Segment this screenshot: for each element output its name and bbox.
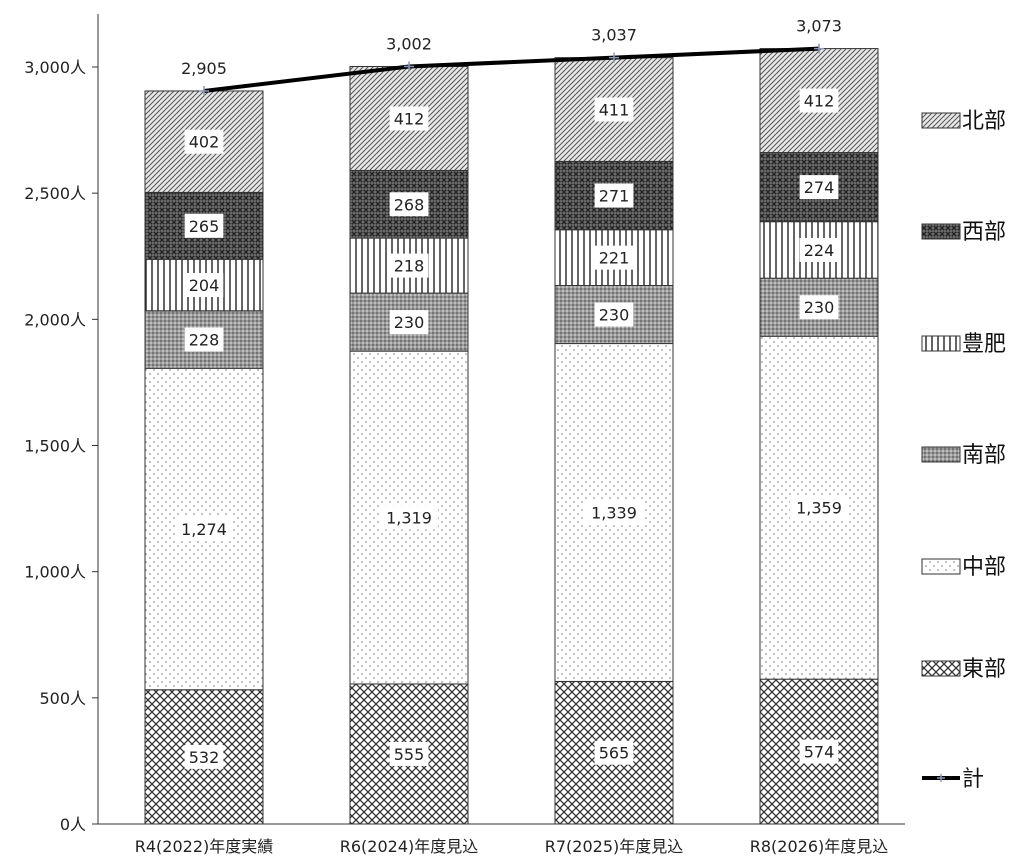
segment-label-bg bbox=[585, 500, 643, 525]
y-tick-label: 2,000人 bbox=[24, 310, 86, 329]
segment-label: 1,274 bbox=[181, 520, 227, 539]
bar-segment-5 bbox=[144, 191, 264, 260]
legend-swatch bbox=[921, 112, 961, 129]
segment-label: 228 bbox=[189, 331, 220, 350]
legend-entry-label: 計 bbox=[962, 767, 984, 792]
total-line: 2,905 3,002 3,037 3,073 bbox=[181, 17, 842, 96]
segment-label-bg bbox=[594, 740, 634, 765]
total-point-marker bbox=[404, 61, 414, 72]
legend-swatch bbox=[921, 660, 961, 677]
segment-label: 218 bbox=[394, 257, 425, 276]
segment-label-bg bbox=[594, 97, 634, 122]
y-tick-label: 1,000人 bbox=[24, 563, 86, 582]
segment-label-bg bbox=[184, 129, 224, 154]
segment-label: 230 bbox=[804, 298, 835, 317]
segment-label: 271 bbox=[599, 187, 630, 206]
segment-label-bg bbox=[594, 302, 634, 327]
segment-label-bg bbox=[389, 106, 429, 131]
segment-label: 268 bbox=[394, 195, 425, 214]
segment-label-bg bbox=[184, 273, 224, 298]
x-category-label: R8(2026)年度見込 bbox=[750, 837, 889, 856]
total-value-label: 3,002 bbox=[386, 34, 432, 53]
y-tick-label: 0人 bbox=[60, 815, 86, 834]
segment-label-bg bbox=[380, 505, 438, 530]
segment-label: 224 bbox=[804, 241, 835, 260]
segment-label: 402 bbox=[189, 133, 220, 152]
segment-label: 265 bbox=[189, 217, 220, 236]
y-axis-ticks: 0人 500人 1,000人 1,500人 2,000人 2,500人 3,000人 bbox=[24, 58, 98, 834]
legend-swatch bbox=[921, 223, 961, 240]
segment-label: 1,339 bbox=[591, 503, 637, 522]
segment-label-bg bbox=[184, 327, 224, 352]
legend-entry-label: 南部 bbox=[962, 443, 1006, 468]
segment-label-bg bbox=[799, 739, 839, 764]
segment-label-bg bbox=[790, 495, 848, 520]
segment-label: 411 bbox=[599, 101, 630, 120]
total-value-label: 2,905 bbox=[181, 59, 227, 78]
total-point-marker bbox=[199, 85, 209, 96]
legend-swatch bbox=[921, 446, 961, 463]
segment-label-bg bbox=[389, 253, 429, 278]
x-category-label: R4(2022)年度実績 bbox=[135, 837, 274, 856]
bar-segment-1 bbox=[144, 689, 264, 825]
y-tick-label: 1,500人 bbox=[24, 437, 86, 456]
segment-label-bg bbox=[175, 517, 233, 542]
legend-entry-label: 中部 bbox=[962, 555, 1006, 580]
total-point-marker bbox=[814, 43, 824, 54]
segment-label-bg bbox=[594, 245, 634, 270]
segment-label-bg bbox=[184, 744, 224, 769]
segment-label-bg bbox=[389, 310, 429, 335]
segment-label: 1,319 bbox=[386, 509, 432, 528]
segment-label: 221 bbox=[599, 249, 630, 268]
segment-label: 555 bbox=[394, 745, 425, 764]
x-category-label: R6(2024)年度見込 bbox=[340, 837, 479, 856]
bar-segments bbox=[144, 48, 879, 825]
segment-label: 230 bbox=[394, 313, 425, 332]
segment-label: 532 bbox=[189, 748, 220, 767]
segment-label-bg bbox=[799, 295, 839, 320]
total-point-marker bbox=[609, 52, 619, 63]
y-tick-label: 2,500人 bbox=[24, 184, 86, 203]
segment-label-bg bbox=[799, 175, 839, 200]
segment-label-bg bbox=[389, 192, 429, 217]
total-value-label: 3,037 bbox=[591, 26, 637, 45]
segment-label-bg bbox=[389, 741, 429, 766]
legend-marker-total bbox=[937, 774, 945, 782]
total-value-label: 3,073 bbox=[796, 17, 842, 36]
y-tick-label: 3,000人 bbox=[24, 58, 86, 77]
legend-entry-label: 豊肥 bbox=[962, 332, 1006, 357]
segment-label-bg bbox=[799, 88, 839, 113]
legend-entry-label: 北部 bbox=[962, 109, 1006, 134]
legend-entry-label: 東部 bbox=[962, 657, 1006, 682]
legend-swatch bbox=[921, 335, 961, 352]
y-tick-label: 500人 bbox=[39, 689, 86, 708]
segment-label: 412 bbox=[394, 109, 425, 128]
legend-entry-label: 西部 bbox=[962, 220, 1006, 245]
segment-label: 230 bbox=[599, 306, 630, 325]
segment-label-bg bbox=[184, 213, 224, 238]
segment-label: 1,359 bbox=[796, 499, 842, 518]
total-series-line bbox=[203, 46, 820, 93]
category-labels: R4(2022)年度実績 R6(2024)年度見込 R7(2025)年度見込 R8(2… bbox=[135, 837, 889, 856]
segment-label-bg bbox=[799, 237, 839, 262]
segment-label: 274 bbox=[804, 178, 835, 197]
x-category-label: R7(2025)年度見込 bbox=[545, 837, 684, 856]
segment-labels: 532 1,274 228 204 265 402 555 1,319 230 218 268 412… bbox=[175, 88, 848, 769]
segment-label: 204 bbox=[189, 276, 220, 295]
segment-label: 412 bbox=[804, 92, 835, 111]
segment-label-bg bbox=[594, 183, 634, 208]
segment-label: 574 bbox=[804, 743, 835, 762]
legend-swatch bbox=[921, 558, 961, 575]
segment-label: 565 bbox=[599, 744, 630, 763]
